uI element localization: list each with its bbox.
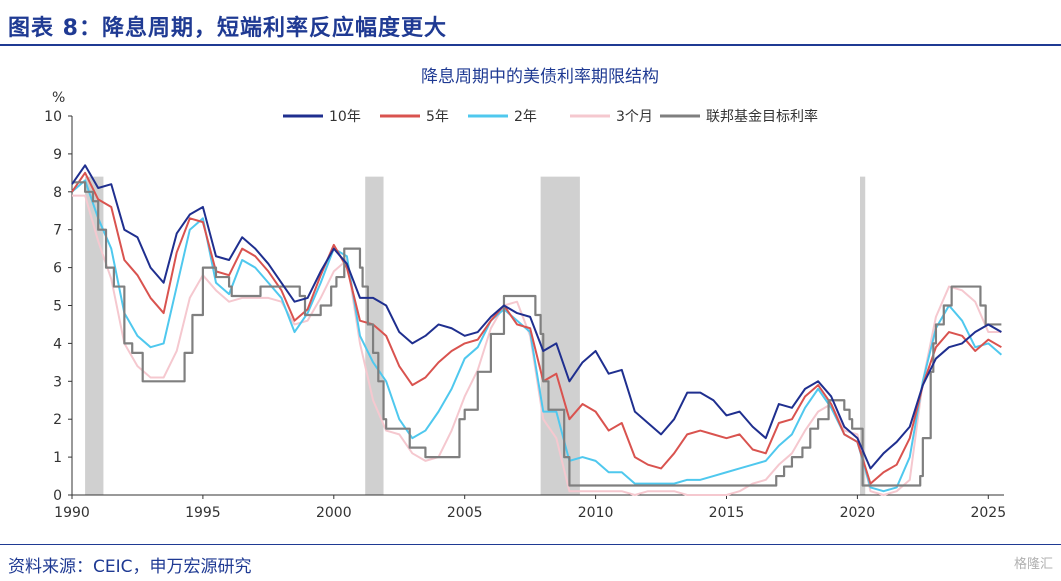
y-tick-label: 0: [53, 488, 62, 504]
source-note: 资料来源：CEIC，申万宏源研究: [8, 557, 252, 577]
rates-chart: 降息周期中的美债利率期限结构 0 1 2 3 4 5 6 7 8 9 10 1990 1995 2000 2…: [44, 67, 1006, 521]
x-tick-label: 1995: [185, 505, 221, 521]
y-axis-unit: %: [52, 90, 65, 106]
legend-label: 5年: [426, 109, 449, 125]
x-tick-label: 2025: [970, 505, 1006, 521]
legend: 10年 5年 2年 3个月 联邦基金目标利率: [283, 108, 818, 125]
axes: 0 1 2 3 4 5 6 7 8 9 10 1990 1995 2000 2005 2010 2015 2020…: [44, 109, 1006, 521]
y-tick-label: 7: [53, 223, 62, 239]
figure-title: 图表 8：降息周期，短端利率反应幅度更大: [8, 16, 447, 41]
x-tick-label: 2010: [578, 505, 614, 521]
y-tick-label: 1: [53, 450, 62, 466]
series-line: [71, 171, 1002, 485]
legend-label: 联邦基金目标利率: [706, 108, 818, 125]
recession-band: [860, 176, 866, 495]
y-tick-label: 10: [44, 109, 62, 125]
y-tick-label: 5: [53, 299, 62, 315]
x-tick-label: 1990: [54, 505, 90, 521]
series-lines: [71, 164, 1003, 496]
watermark-logo: 格隆汇: [1013, 557, 1053, 572]
recession-band: [540, 176, 580, 495]
y-tick-label: 2: [53, 412, 62, 428]
recession-band: [365, 176, 384, 495]
footer-divider: [0, 544, 1061, 545]
legend-label: 10年: [329, 109, 361, 125]
title-divider: [0, 44, 1061, 46]
x-tick-label: 2015: [709, 505, 745, 521]
legend-label: 3个月: [616, 109, 653, 125]
series-line: [71, 164, 1002, 470]
x-tick-label: 2020: [840, 505, 876, 521]
y-tick-label: 6: [53, 261, 62, 277]
recession-band: [85, 176, 104, 495]
y-tick-label: 8: [53, 185, 62, 201]
y-tick-label: 4: [53, 336, 62, 352]
chart-title: 降息周期中的美债利率期限结构: [421, 67, 659, 87]
x-tick-label: 2005: [447, 505, 483, 521]
y-tick-label: 9: [53, 147, 62, 163]
recession-shading: [85, 176, 866, 495]
series-line: [72, 181, 1002, 487]
y-tick-label: 3: [53, 374, 62, 390]
legend-label: 2年: [514, 109, 537, 125]
x-tick-label: 2000: [316, 505, 352, 521]
